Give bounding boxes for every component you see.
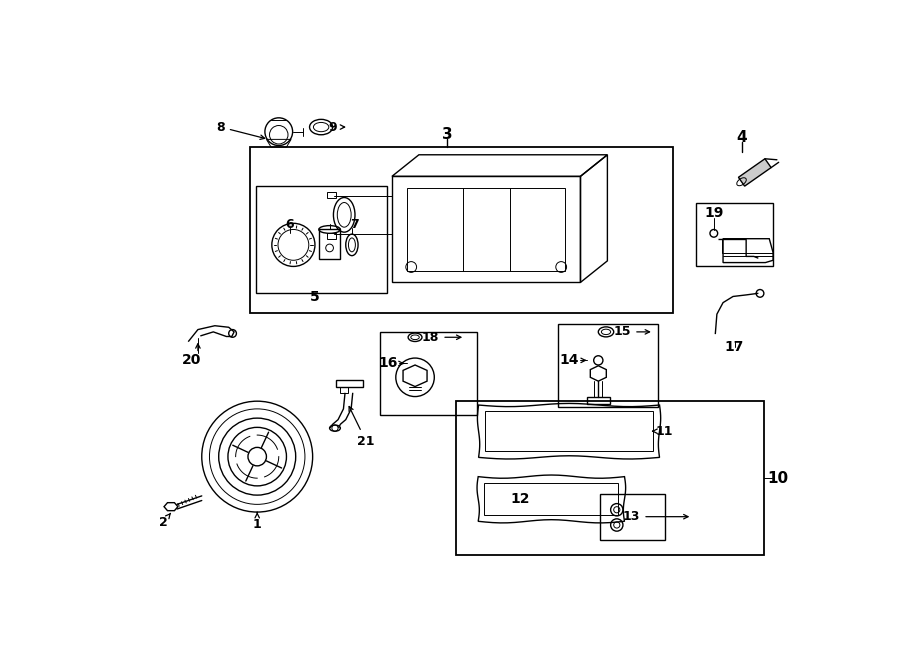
Bar bbox=[381, 332, 477, 415]
Text: 1: 1 bbox=[253, 512, 262, 531]
Text: 11: 11 bbox=[652, 425, 673, 438]
Text: 12: 12 bbox=[510, 492, 529, 506]
Text: 7: 7 bbox=[350, 217, 358, 231]
Bar bbox=[408, 188, 565, 271]
Bar bbox=[599, 494, 665, 540]
Bar bbox=[696, 202, 773, 266]
Text: 16: 16 bbox=[378, 356, 398, 370]
Text: 8: 8 bbox=[216, 120, 265, 139]
Polygon shape bbox=[738, 159, 771, 186]
Text: 10: 10 bbox=[767, 471, 788, 486]
Text: 3: 3 bbox=[442, 128, 453, 142]
Text: 18: 18 bbox=[422, 330, 461, 344]
Text: 6: 6 bbox=[285, 217, 294, 231]
Text: 14: 14 bbox=[559, 354, 579, 368]
Text: 5: 5 bbox=[310, 290, 320, 304]
Bar bbox=[336, 379, 364, 387]
Bar bbox=[249, 147, 673, 313]
Bar bbox=[456, 401, 764, 555]
Bar bbox=[340, 387, 348, 393]
Bar bbox=[256, 186, 387, 293]
Text: 9: 9 bbox=[328, 120, 345, 134]
Bar bbox=[319, 229, 340, 258]
Bar bbox=[327, 233, 336, 239]
Bar bbox=[327, 192, 336, 198]
Bar bbox=[587, 397, 610, 405]
Text: 20: 20 bbox=[182, 354, 202, 368]
Text: 13: 13 bbox=[623, 510, 688, 523]
Text: 15: 15 bbox=[614, 325, 650, 338]
Text: 4: 4 bbox=[736, 130, 747, 145]
Text: 17: 17 bbox=[724, 340, 744, 354]
Bar bbox=[557, 324, 658, 407]
Text: 2: 2 bbox=[159, 514, 170, 529]
Text: 19: 19 bbox=[704, 206, 724, 220]
Text: 21: 21 bbox=[349, 407, 374, 447]
